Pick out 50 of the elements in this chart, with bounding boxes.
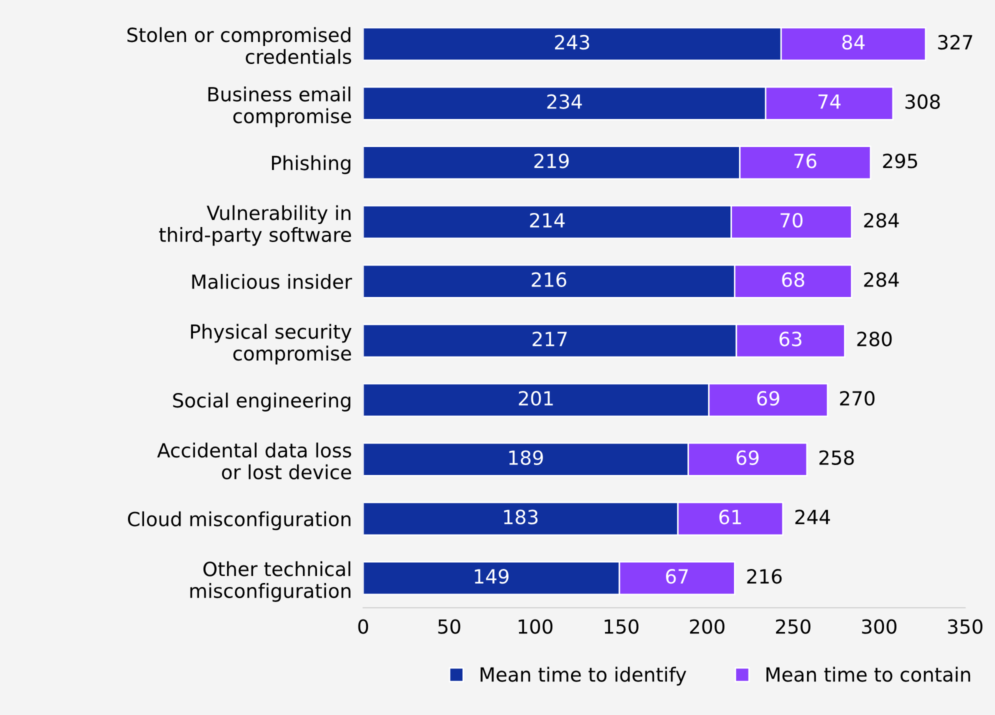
x-tick-label: 100 [518,619,552,634]
y-tick-label: Physical security compromise [191,324,352,364]
data-label: 67 [666,569,688,584]
total-label: 308 [906,94,940,109]
total-label: 284 [864,272,899,287]
y-tick-label: Vulnerability in third-party software [159,205,352,246]
total-label: 270 [840,390,874,406]
x-tick-label: 150 [604,619,638,634]
data-label: 69 [736,450,759,466]
x-tick-label: 350 [948,619,982,634]
data-label: 68 [782,272,804,287]
y-tick-label: Accidental data loss or lost device [157,442,352,480]
data-label: 243 [555,34,590,50]
y-tick-label: Malicious insider [192,274,352,290]
x-tick-label: 200 [690,619,724,634]
data-label: 234 [547,94,582,109]
data-label: 70 [780,212,803,228]
total-label: 327 [938,34,972,50]
data-label: 219 [534,154,569,168]
x-tick-label: 250 [776,619,810,634]
data-label: 217 [532,332,567,346]
total-label: 284 [864,212,899,228]
x-tick-label: 300 [862,619,896,634]
data-label: 216 [532,272,566,287]
data-label: 214 [530,212,565,228]
data-label: 84 [842,34,865,50]
legend-label: Mean time to identify [480,666,686,686]
data-label: 61 [719,510,741,524]
data-label: 149 [474,569,508,584]
total-label: 258 [819,450,854,466]
x-tick-label: 0 [358,619,368,634]
data-label: 69 [757,390,780,406]
total-label: 295 [883,154,918,168]
data-label: 183 [504,510,538,524]
y-tick-label: Social engineering [173,392,350,412]
y-tick-label: Stolen or compromised credentials [127,27,352,64]
total-label: 244 [795,510,830,524]
data-label: 201 [518,390,553,406]
legend-label: Mean time to contain [766,666,970,682]
y-tick-label: Other technical misconfiguration [190,561,350,602]
data-label: 189 [509,450,543,466]
y-tick-label: Phishing [272,155,350,174]
data-label: 74 [818,94,841,109]
total-label: 280 [857,332,892,346]
data-label: 63 [780,332,802,346]
y-tick-label: Cloud misconfiguration [128,511,350,530]
total-label: 216 [747,569,782,584]
y-tick-label: Business email compromise [208,86,352,128]
data-label: 76 [794,154,816,168]
x-tick-label: 50 [438,619,460,634]
